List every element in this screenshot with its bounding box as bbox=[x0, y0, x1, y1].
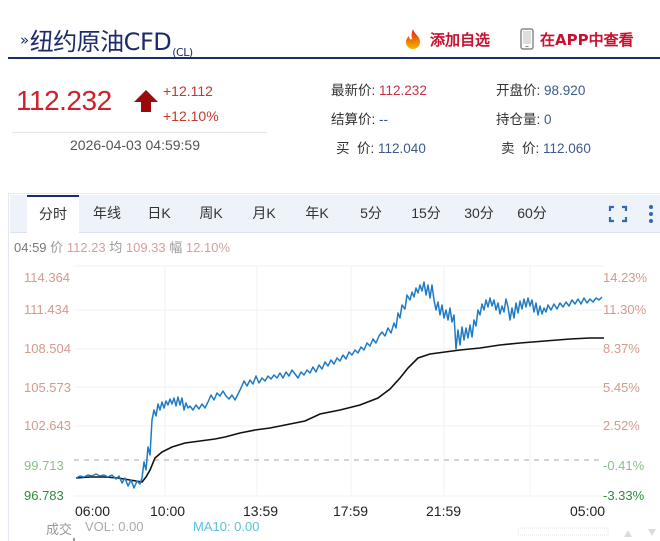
y-tick-left: 114.364 bbox=[24, 270, 71, 285]
tab-monthly-k[interactable]: 月K bbox=[252, 205, 276, 221]
stat-label: 结算价: bbox=[331, 112, 376, 127]
y-tick-left: 108.504 bbox=[24, 341, 71, 356]
y-tick-right: 8.37% bbox=[603, 341, 640, 356]
info-price: 112.23 bbox=[66, 240, 106, 255]
y-tick-left: 111.434 bbox=[24, 302, 70, 317]
price-change: +12.112 bbox=[163, 83, 213, 99]
info-avg-label: 均 bbox=[109, 240, 123, 255]
tab-intraday[interactable]: 分时 bbox=[27, 195, 79, 233]
tab-15min[interactable]: 15分 bbox=[411, 205, 441, 221]
quote-timestamp: 2026-04-03 04:59:59 bbox=[70, 137, 200, 153]
stat-value: 112.060 bbox=[543, 141, 591, 156]
tab-30min[interactable]: 30分 bbox=[464, 205, 494, 221]
divider bbox=[12, 132, 267, 133]
add-watchlist-button[interactable]: 添加自选 bbox=[402, 28, 490, 50]
stat-bid: 买 价: 112.040 bbox=[336, 137, 426, 157]
price-change-percent: +12.10% bbox=[163, 108, 219, 124]
instrument-name: 纽约原油CFD bbox=[29, 28, 172, 56]
chart-container bbox=[8, 193, 660, 541]
page-header: »纽约原油CFD(CL) 添加自选 在APP中查看 bbox=[8, 0, 660, 59]
stat-label: 持仓量: bbox=[496, 112, 541, 127]
stat-open-interest: 持仓量: 0 bbox=[496, 108, 552, 128]
y-tick-left: 105.573 bbox=[24, 380, 71, 395]
stat-label: 开盘价: bbox=[496, 83, 541, 98]
stat-value: 112.040 bbox=[378, 141, 426, 156]
x-tick: 06:00 bbox=[75, 503, 111, 519]
price-line bbox=[75, 281, 603, 489]
double-chevron-icon: » bbox=[20, 31, 29, 49]
period-tabs: 分时 年线 日K 周K 月K 年K 5分 15分 30分 60分 bbox=[10, 195, 660, 233]
stat-open: 开盘价: 98.920 bbox=[496, 79, 585, 99]
x-tick: 21:59 bbox=[426, 503, 462, 519]
flame-icon bbox=[406, 29, 420, 49]
x-tick: 10:00 bbox=[150, 503, 186, 519]
info-amp-label: 幅 bbox=[169, 240, 183, 255]
instrument-title: »纽约原油CFD(CL) bbox=[20, 22, 193, 59]
y-tick-right: -0.41% bbox=[603, 458, 645, 473]
y-tick-right: 11.30% bbox=[603, 302, 647, 317]
y-tick-right: 14.23% bbox=[603, 270, 648, 285]
scroll-down-icon[interactable] bbox=[648, 529, 656, 536]
stat-ask: 卖 价: 112.060 bbox=[501, 137, 591, 157]
stat-value: -- bbox=[379, 112, 389, 127]
info-time: 04:59 bbox=[14, 240, 47, 255]
y-tick-right: 5.45% bbox=[603, 380, 640, 395]
instrument-code: (CL) bbox=[172, 46, 193, 59]
tab-5min[interactable]: 5分 bbox=[360, 205, 382, 221]
mobile-phone-icon bbox=[520, 28, 534, 50]
volume-scrollbar[interactable] bbox=[517, 527, 609, 536]
tab-weekly-k[interactable]: 周K bbox=[199, 205, 223, 221]
stat-value: 98.920 bbox=[544, 83, 586, 98]
stat-label: 买 价: bbox=[336, 141, 375, 156]
stat-value: 0 bbox=[544, 112, 552, 127]
tab-60min[interactable]: 60分 bbox=[517, 205, 547, 221]
x-tick: 17:59 bbox=[333, 503, 369, 519]
volume-value: VOL: 0.00 bbox=[85, 519, 144, 534]
grid-lines bbox=[74, 265, 604, 497]
x-tick: 05:00 bbox=[570, 503, 606, 519]
info-amp: 12.10% bbox=[185, 240, 230, 255]
info-avg: 109.33 bbox=[125, 240, 166, 255]
y-tick-left: 102.643 bbox=[24, 418, 71, 433]
tab-yearline[interactable]: 年线 bbox=[93, 205, 121, 221]
y-tick-left: 99.713 bbox=[24, 458, 64, 473]
x-tick: 13:59 bbox=[243, 503, 279, 519]
stat-latest: 最新价: 112.232 bbox=[331, 79, 427, 99]
view-in-app-button[interactable]: 在APP中查看 bbox=[520, 28, 634, 50]
fullscreen-icon[interactable] bbox=[608, 205, 628, 223]
stat-settle: 结算价: -- bbox=[331, 108, 388, 128]
tab-yearly-k[interactable]: 年K bbox=[305, 205, 329, 221]
view-in-app-label: 在APP中查看 bbox=[540, 30, 634, 49]
average-price-line bbox=[75, 337, 604, 483]
stat-label: 最新价: bbox=[331, 83, 376, 98]
volume-label: 成交 bbox=[46, 522, 73, 537]
info-price-label: 价 bbox=[50, 240, 64, 255]
stat-value: 112.232 bbox=[379, 83, 427, 98]
add-watchlist-label: 添加自选 bbox=[430, 30, 491, 49]
y-tick-right: -3.33% bbox=[603, 488, 645, 503]
y-tick-left: 96.783 bbox=[24, 488, 64, 503]
stat-label: 卖 价: bbox=[501, 141, 540, 156]
crosshair-info: 04:59 价 112.23 均 109.33 幅 12.10% bbox=[14, 237, 230, 256]
tab-daily-k[interactable]: 日K bbox=[147, 205, 171, 221]
volume-ma10: MA10: 0.00 bbox=[193, 519, 260, 534]
scroll-up-icon[interactable] bbox=[624, 530, 632, 537]
y-tick-right: 2.52% bbox=[603, 418, 640, 433]
current-price: 112.232 bbox=[16, 85, 112, 116]
up-arrow-icon bbox=[134, 90, 158, 112]
more-options-icon[interactable] bbox=[648, 203, 654, 225]
